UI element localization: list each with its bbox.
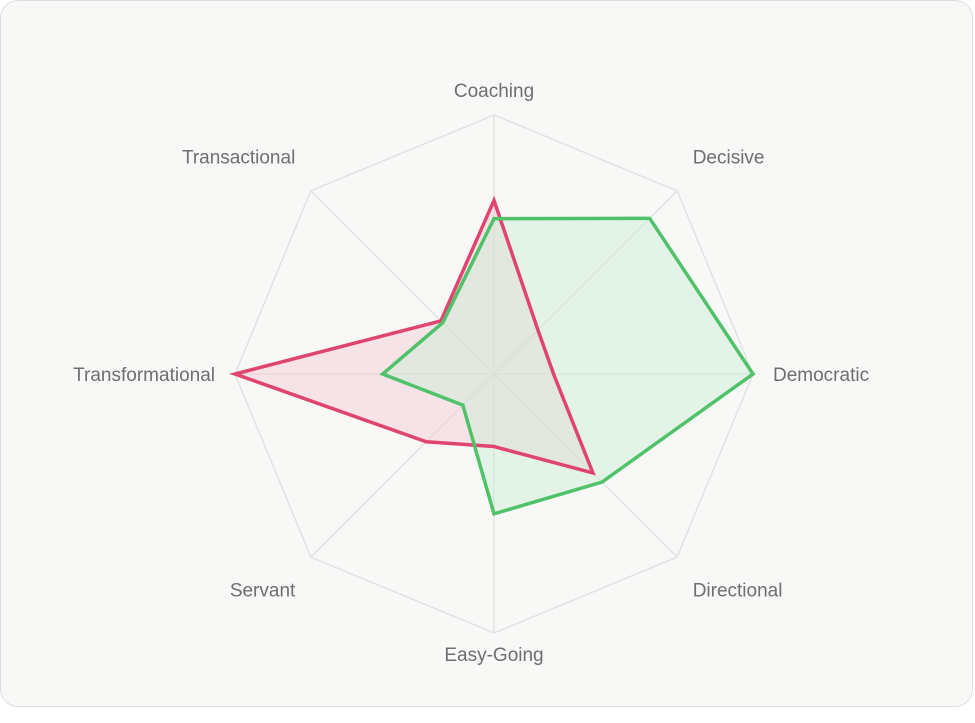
axis-labels: Coaching Decisive Democratic Directional Eas… bbox=[73, 81, 869, 666]
axis-label-coaching: Coaching bbox=[454, 81, 534, 102]
series-layer bbox=[229, 195, 756, 517]
grid-spoke-decisive bbox=[493, 190, 678, 375]
grid-spoke-transactional bbox=[310, 190, 495, 375]
series-2-area bbox=[382, 218, 753, 514]
axis-label-decisive: Decisive bbox=[693, 147, 765, 168]
series-2-line bbox=[379, 216, 756, 517]
axis-label-democratic: Democratic bbox=[773, 365, 869, 386]
series-1-line bbox=[229, 195, 596, 476]
axis-label-easy-going: Easy-Going bbox=[444, 645, 543, 666]
chart-card: Coaching Decisive Democratic Directional Eas… bbox=[0, 0, 973, 707]
axis-label-transactional: Transactional bbox=[182, 147, 295, 168]
axis-label-directional: Directional bbox=[693, 581, 783, 602]
axis-label-transformational: Transformational bbox=[73, 365, 215, 386]
grid-spoke-directional bbox=[493, 373, 678, 558]
axis-label-servant: Servant bbox=[230, 581, 296, 602]
